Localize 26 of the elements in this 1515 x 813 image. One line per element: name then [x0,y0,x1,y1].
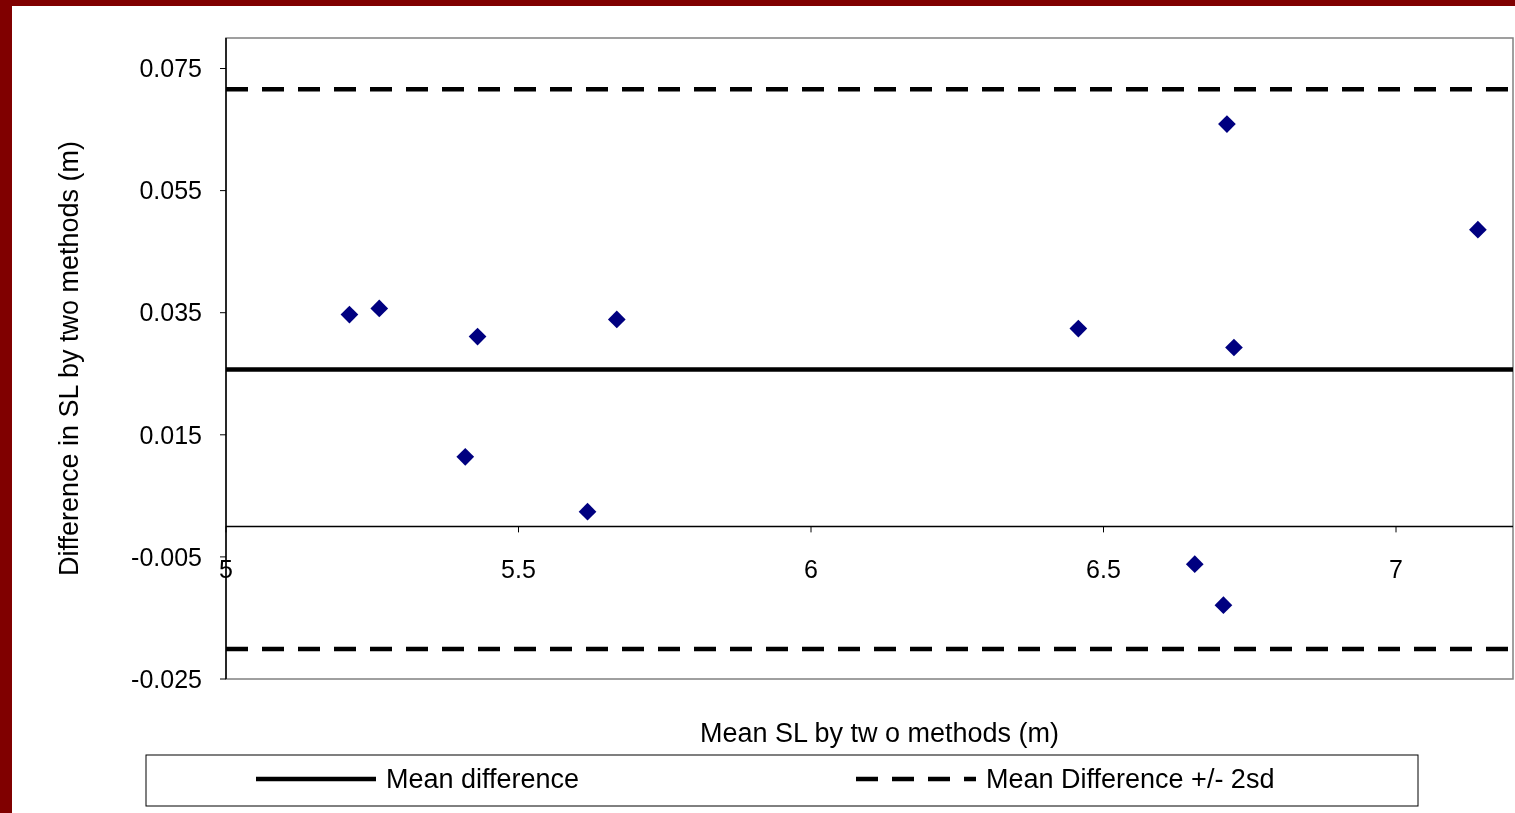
y-axis-title: Difference in SL by two methods (m) [54,140,84,577]
point [1185,555,1204,574]
x-tick-label: 5.5 [501,555,536,584]
point [1469,220,1487,239]
point [1225,338,1243,357]
y-tick-label: 0.035 [139,298,202,327]
y-tick-label: 0.075 [139,54,202,83]
y-tick-label: 0.055 [139,176,202,205]
point [1218,115,1236,133]
point [370,299,389,318]
x-tick-label: 7 [1389,555,1403,584]
point [1069,319,1088,338]
y-tick-label: -0.025 [131,664,202,693]
point [607,310,626,329]
point [340,305,359,324]
x-tick-label: 6 [804,555,818,584]
point [456,447,475,466]
legend-label: Mean difference [386,764,580,795]
legend-label: Mean Difference +/- 2sd [986,764,1275,795]
x-axis-title: Mean SL by tw o methods (m) [699,718,1060,748]
y-tick-label: -0.005 [131,542,202,571]
point [468,327,487,346]
y-tick-label: 0.015 [139,420,202,449]
point [1214,596,1233,614]
point [578,502,597,521]
x-tick-label: 6.5 [1086,555,1121,584]
